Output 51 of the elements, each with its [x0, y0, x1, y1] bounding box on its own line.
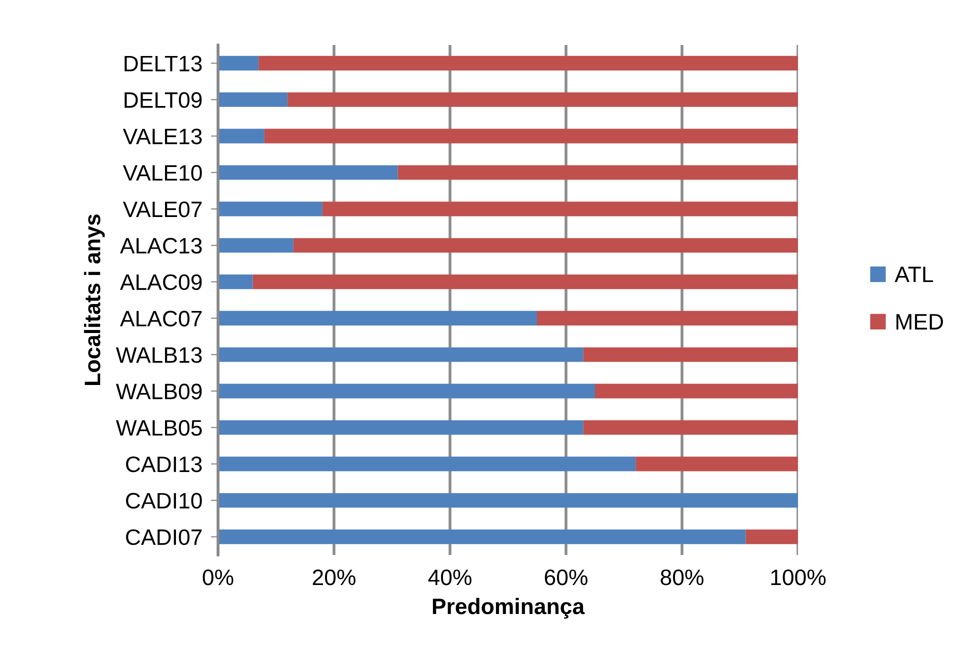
legend-label: ATL — [894, 266, 934, 282]
bar — [288, 92, 798, 107]
y-tick-label: CADI10 — [126, 492, 202, 509]
y-tick-label: DELT13 — [124, 56, 202, 72]
bar — [746, 530, 798, 544]
bar — [218, 384, 595, 398]
y-tick-label: ALAC13 — [120, 238, 202, 254]
x-tick-label: 60% — [544, 569, 588, 586]
bar — [218, 420, 584, 435]
y-tick-label: CADI07 — [126, 529, 202, 546]
bar — [218, 165, 398, 180]
y-tick-label: VALE10 — [122, 165, 202, 181]
bar — [218, 456, 636, 472]
bar — [218, 493, 798, 508]
x-tick-label: 20% — [312, 569, 356, 586]
x-tick-label: 40% — [428, 569, 472, 586]
y-tick-label: DELT09 — [124, 92, 202, 108]
x-tick-label: 100% — [771, 569, 826, 586]
x-tick-label: 0% — [202, 569, 234, 586]
bar — [398, 165, 798, 180]
legend-label: MED — [896, 314, 943, 330]
bar — [322, 202, 798, 216]
y-axis-title: Localitats i anys — [84, 214, 105, 385]
bar — [258, 56, 798, 70]
bar — [264, 128, 798, 144]
bar — [218, 238, 294, 253]
bar — [293, 238, 798, 253]
y-tick-label: WALB09 — [116, 384, 202, 400]
bar — [218, 92, 288, 107]
y-tick-label: ALAC09 — [120, 274, 202, 290]
bar — [218, 347, 584, 362]
y-tick-label: ALAC07 — [120, 310, 202, 326]
bar — [218, 530, 746, 544]
bar — [218, 202, 322, 216]
bar — [636, 456, 798, 472]
bar — [252, 274, 798, 290]
bar — [583, 347, 798, 362]
x-tick-label: 80% — [660, 569, 704, 586]
bar — [218, 56, 259, 70]
y-tick-label: WALB05 — [116, 420, 202, 436]
y-tick-label: VALE07 — [122, 201, 202, 218]
bar — [537, 310, 798, 326]
bar — [595, 384, 798, 398]
bar — [583, 420, 798, 435]
bar — [218, 128, 264, 144]
y-tick-label: VALE13 — [122, 128, 202, 144]
bar — [218, 310, 537, 326]
y-tick-label: WALB13 — [116, 347, 202, 363]
x-axis-title: Predominança — [432, 598, 585, 619]
bar — [218, 274, 253, 290]
y-tick-label: CADI13 — [126, 456, 202, 472]
